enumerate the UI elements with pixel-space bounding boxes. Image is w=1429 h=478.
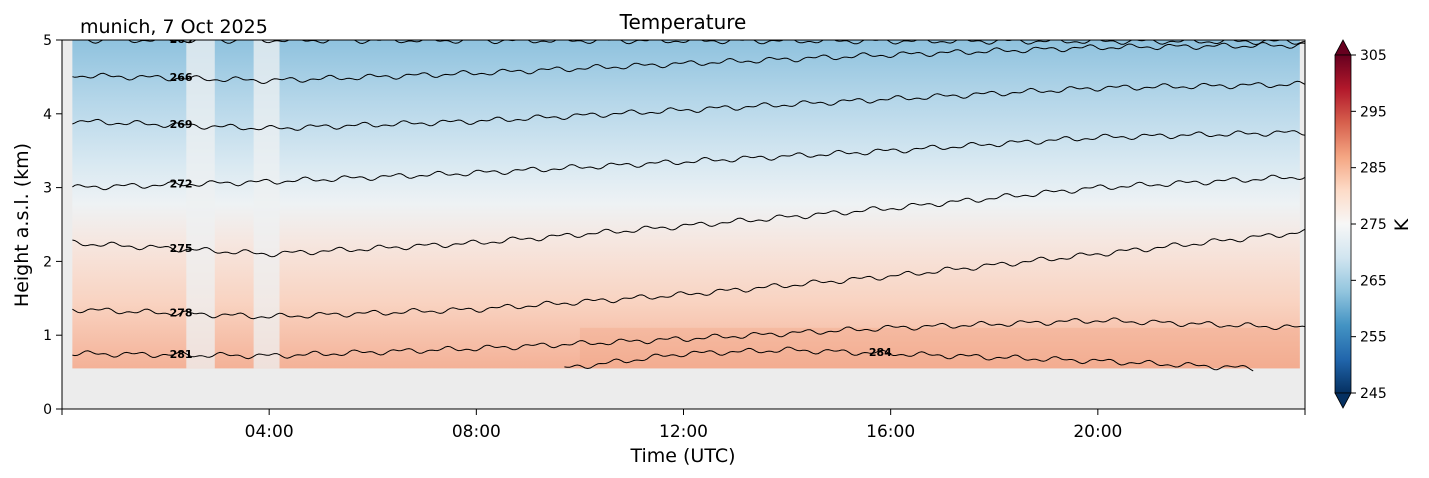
contour-266	[72, 41, 1305, 85]
contour-lines	[72, 40, 1305, 372]
contour-label-284: 284	[869, 346, 892, 359]
colorbar-max-arrow	[1334, 39, 1352, 56]
contour-272	[72, 130, 1305, 191]
warm-core-region	[579, 327, 1300, 369]
colorbar-label: K	[1391, 218, 1413, 231]
contour-labels: 263 266 269 272 275 278 281 284	[170, 33, 892, 361]
contour-label-269: 269	[170, 118, 193, 131]
colorbar-tick-label: 255	[1360, 330, 1387, 346]
x-tick-label: 08:00	[452, 422, 501, 442]
colorbar-tick-label: 245	[1360, 386, 1387, 402]
x-tick-label: 16:00	[866, 422, 915, 442]
x-tick-label: 20:00	[1073, 422, 1122, 442]
y-tick-label: 2	[43, 254, 52, 270]
y-tick-label: 4	[43, 107, 52, 123]
y-axis-label: Height a.s.l. (km)	[11, 143, 33, 307]
x-tick-label: 12:00	[659, 422, 708, 442]
colorbar-tick-label: 285	[1360, 161, 1387, 177]
contour-label-266: 266	[170, 71, 193, 84]
contour-label-263: 263	[170, 33, 193, 46]
x-axis-label: Time (UTC)	[629, 445, 735, 467]
contour-263	[75, 40, 1305, 46]
contour-278	[72, 228, 1305, 320]
colorbar-tick-label: 275	[1360, 217, 1387, 233]
x-axis: 04:00 08:00 12:00 16:00 20:00	[61, 409, 1306, 442]
chart-title: Temperature	[619, 10, 747, 34]
colorbar: 245 255 265 275 285 295 305 K	[1334, 39, 1413, 409]
colorbar-tick-label: 295	[1360, 104, 1387, 120]
y-axis: 0 1 2 3 4 5	[43, 33, 62, 418]
chart-subtitle: munich, 7 Oct 2025	[80, 16, 268, 38]
contour-281	[72, 317, 1305, 360]
data-gaps	[186, 40, 280, 369]
y-tick-label: 5	[43, 33, 52, 49]
contour-label-275: 275	[170, 242, 193, 255]
contour-label-272: 272	[170, 177, 193, 190]
colorbar-tick-label: 305	[1360, 48, 1387, 64]
contour-label-281: 281	[170, 348, 193, 361]
contour-275	[72, 174, 1305, 258]
x-tick-label: 04:00	[245, 422, 294, 442]
contour-269	[72, 80, 1305, 131]
y-tick-label: 3	[43, 181, 52, 197]
contour-284	[564, 346, 1254, 372]
y-tick-label: 1	[43, 328, 52, 344]
contour-label-278: 278	[170, 306, 193, 319]
data-gap-2	[253, 40, 280, 369]
colorbar-tick-label: 265	[1360, 273, 1387, 289]
y-tick-label: 0	[43, 402, 52, 418]
colorbar-min-arrow	[1334, 392, 1352, 409]
colorbar-scale	[1334, 54, 1352, 394]
